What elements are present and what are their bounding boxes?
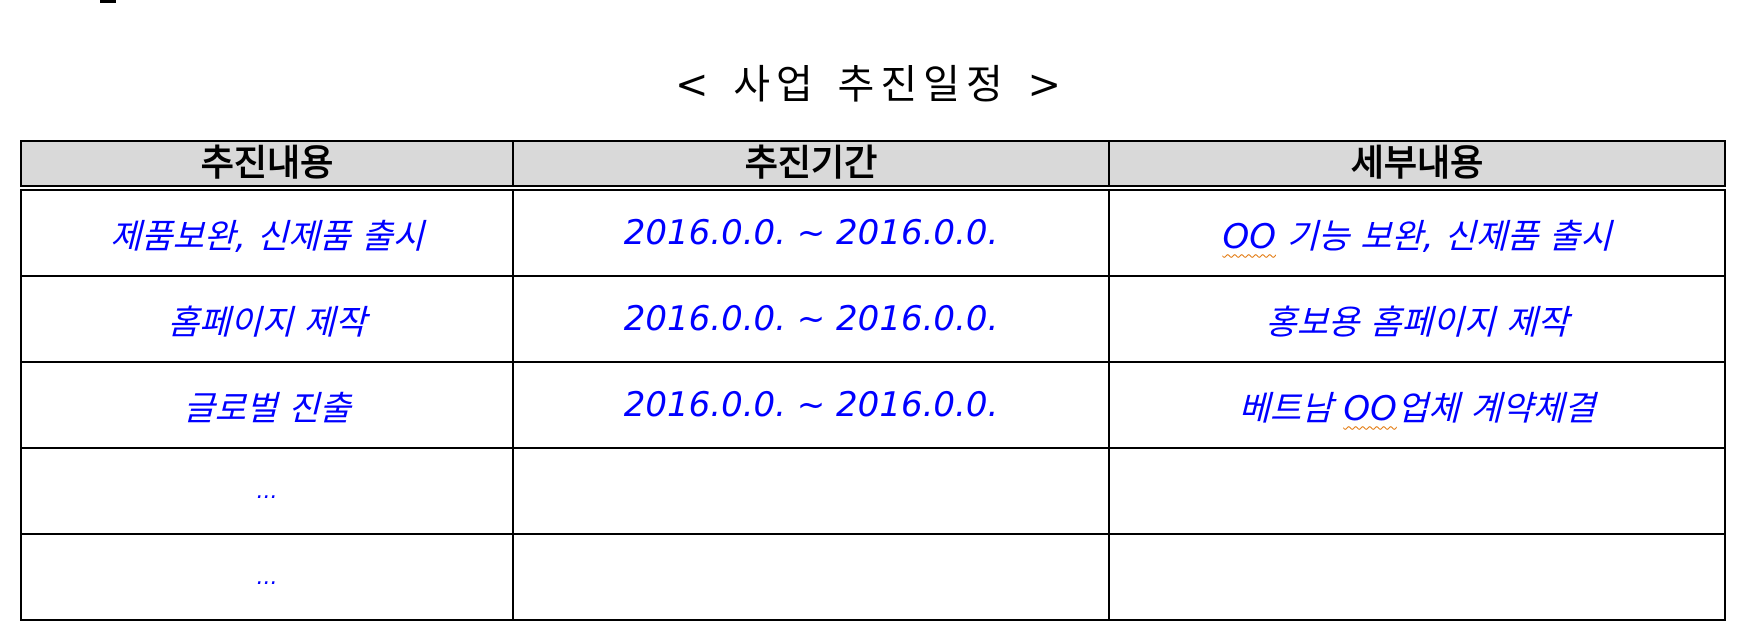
cell-content: 제품보완, 신제품 출시: [20, 187, 514, 277]
table-header-row: 추진내용 추진기간 세부내용: [20, 140, 1726, 191]
table-row: 글로벌 진출 2016.0.0. ~ 2016.0.0. 베트남 OO업체 계약…: [20, 361, 1726, 449]
cell-period: [512, 533, 1110, 621]
cell-detail: [1108, 447, 1726, 535]
cell-detail-text: 베트남: [1238, 388, 1344, 429]
spellcheck-flagged-text: OO: [1222, 216, 1276, 257]
cell-detail: 베트남 OO업체 계약체결: [1108, 361, 1726, 449]
spellcheck-flagged-text: OO: [1343, 388, 1397, 429]
dash-mark: [100, 0, 116, 3]
cell-detail-text: 업체 계약체결: [1396, 388, 1596, 429]
table-row: 제품보완, 신제품 출시 2016.0.0. ~ 2016.0.0. OO 기능…: [20, 187, 1726, 277]
cell-period: 2016.0.0. ~ 2016.0.0.: [512, 361, 1110, 449]
cell-period: [512, 447, 1110, 535]
schedule-table: 추진내용 추진기간 세부내용 제품보완, 신제품 출시 2016.0.0. ~ …: [20, 140, 1726, 621]
column-header-period: 추진기간: [512, 140, 1110, 191]
cell-period: 2016.0.0. ~ 2016.0.0.: [512, 275, 1110, 363]
cell-detail: 홍보용 홈페이지 제작: [1108, 275, 1726, 363]
column-header-content: 추진내용: [20, 140, 514, 191]
cell-detail: OO 기능 보완, 신제품 출시: [1108, 187, 1726, 277]
cell-detail: [1108, 533, 1726, 621]
cell-detail-text: 기능 보완, 신제품 출시: [1275, 216, 1612, 257]
column-header-detail: 세부내용: [1108, 140, 1726, 191]
cell-content: 홈페이지 제작: [20, 275, 514, 363]
table-row: ...: [20, 447, 1726, 535]
table-row: ...: [20, 533, 1726, 621]
cell-content: ...: [20, 447, 514, 535]
cell-content: ...: [20, 533, 514, 621]
page-title: < 사업 추진일정 >: [675, 62, 1067, 108]
table-row: 홈페이지 제작 2016.0.0. ~ 2016.0.0. 홍보용 홈페이지 제…: [20, 275, 1726, 363]
cell-content: 글로벌 진출: [20, 361, 514, 449]
cell-period: 2016.0.0. ~ 2016.0.0.: [512, 187, 1110, 277]
